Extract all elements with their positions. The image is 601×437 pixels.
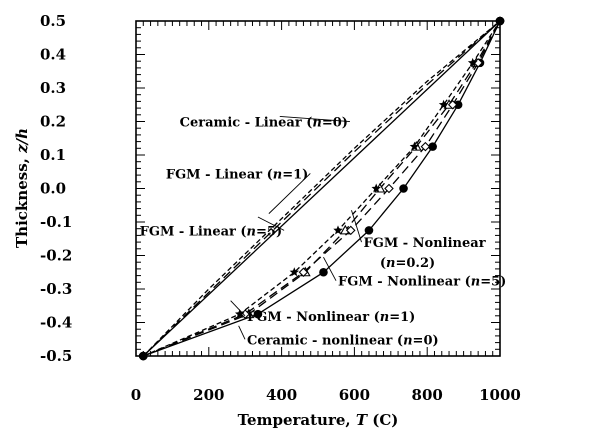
y-tick-label: 0.2 <box>40 113 66 131</box>
series-line <box>142 20 501 357</box>
x-tick-label: 400 <box>266 386 297 404</box>
y-axis-title: Thickness, z/h <box>13 128 31 248</box>
data-point <box>298 267 309 278</box>
data-point <box>420 141 431 152</box>
annotation-leader <box>257 216 285 231</box>
y-tick-label: -0.3 <box>40 280 72 298</box>
y-tick-label: 0.1 <box>40 146 66 164</box>
data-point <box>235 309 245 319</box>
series-line <box>142 20 501 357</box>
y-tick-label: -0.4 <box>40 314 72 332</box>
annotation-leader <box>351 210 362 243</box>
data-point <box>438 99 449 109</box>
annotation-leader <box>323 256 337 281</box>
x-tick-label: 0 <box>131 386 141 404</box>
x-tick-label: 1000 <box>479 386 521 404</box>
x-tick-label: 800 <box>412 386 443 404</box>
data-point <box>345 225 356 236</box>
data-point <box>453 100 463 110</box>
data-point <box>384 183 394 194</box>
annotation-label: (n=0.2) <box>380 256 435 271</box>
annotation-label: Ceramic - nonlinear (n=0) <box>247 333 439 348</box>
annotation-label: FGM - Nonlinear (n=1) <box>247 310 415 325</box>
y-tick-label: 0.3 <box>40 79 66 97</box>
data-point <box>138 351 148 361</box>
axis-ticks <box>135 20 501 357</box>
x-tick-label: 200 <box>193 386 224 404</box>
annotation-group: Ceramic - Linear (n=0) FGM - Linear (n=1)… <box>140 116 507 349</box>
annotation-leader <box>238 325 246 340</box>
annotation-leader <box>230 300 246 317</box>
x-axis-title: Temperature, T (C) <box>238 411 399 429</box>
x-tick-label: 600 <box>339 386 370 404</box>
data-point <box>467 57 478 67</box>
annotation-label: FGM - Nonlinear (n=5) <box>338 275 506 290</box>
y-tick-label: -0.5 <box>40 347 72 365</box>
data-point <box>495 16 505 26</box>
data-point <box>371 183 381 193</box>
x-tick-labels: 0 200 400 600 800 1000 <box>131 386 521 404</box>
annotation-label: Ceramic - Linear (n=0) <box>180 116 348 131</box>
series-group <box>138 16 505 361</box>
annotation-label: FGM - Nonlinear <box>364 236 486 251</box>
data-point <box>399 184 408 193</box>
y-tick-label: 0.0 <box>40 180 66 198</box>
data-point <box>319 267 328 277</box>
y-tick-label: 0.5 <box>40 12 66 30</box>
data-point <box>289 267 300 277</box>
data-point <box>333 225 343 235</box>
annotation-label: FGM - Linear (n=5) <box>140 224 282 239</box>
annotation-leader <box>279 116 350 122</box>
plot-frame <box>135 20 501 357</box>
data-point <box>428 142 437 151</box>
annotation-label: FGM - Linear (n=1) <box>166 167 308 182</box>
y-tick-label: -0.1 <box>40 213 72 231</box>
annotation-leader <box>268 173 311 214</box>
series-line <box>142 20 501 357</box>
data-point <box>447 99 458 110</box>
data-point <box>253 309 263 319</box>
data-point <box>409 141 420 151</box>
y-tick-label: -0.2 <box>40 247 72 265</box>
data-point <box>364 226 374 235</box>
y-tick-labels: 0.5 0.4 0.3 0.2 0.1 0.0 -0.1 -0.2 -0.3 -0.4 -0.5 <box>40 12 72 365</box>
y-tick-label: 0.4 <box>40 46 66 64</box>
